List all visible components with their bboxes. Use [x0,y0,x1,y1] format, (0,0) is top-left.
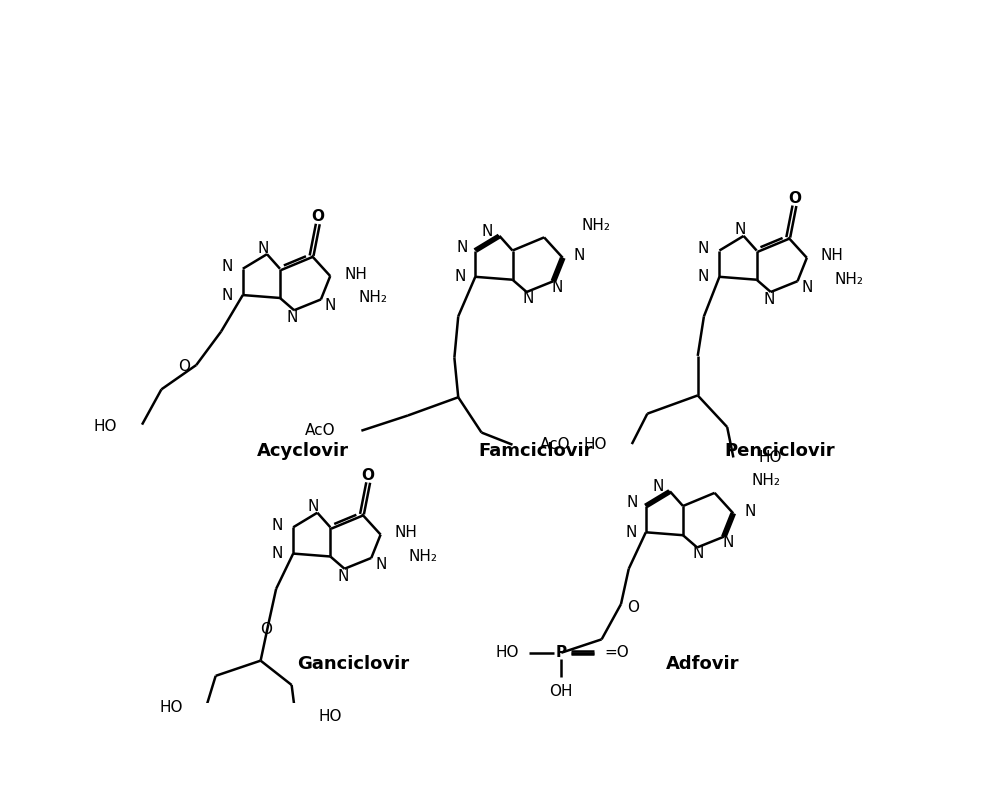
Text: N: N [272,546,283,561]
Text: N: N [698,241,709,256]
Text: Famciclovir: Famciclovir [479,442,593,460]
Text: N: N [221,259,233,274]
Text: N: N [693,546,704,561]
Text: N: N [698,269,709,284]
Text: N: N [722,536,733,551]
Text: O: O [260,622,272,637]
Text: OH: OH [550,684,573,699]
Text: N: N [257,241,269,256]
Text: NH₂: NH₂ [358,290,387,305]
Text: NH: NH [395,525,417,540]
Text: O: O [627,600,639,615]
Text: N: N [625,525,637,540]
Text: N: N [325,298,336,313]
Text: N: N [801,280,813,295]
Text: AcO: AcO [305,423,336,438]
Text: N: N [337,569,349,584]
Text: N: N [652,479,664,494]
Text: O: O [178,359,190,374]
Text: N: N [744,504,755,519]
Text: N: N [627,495,638,510]
Text: Ganciclovir: Ganciclovir [298,655,410,672]
Text: =O: =O [604,645,629,660]
Text: N: N [287,310,298,325]
Text: HO: HO [160,700,183,715]
Text: NH₂: NH₂ [835,272,864,287]
Text: N: N [734,222,745,237]
Text: N: N [308,499,319,514]
Text: O: O [311,209,324,224]
Text: N: N [375,556,387,571]
Text: N: N [574,249,585,264]
Text: HO: HO [319,709,342,724]
Text: HO: HO [495,645,519,660]
Text: NH: NH [344,267,367,282]
Text: NH₂: NH₂ [581,218,610,233]
Text: NH: NH [821,249,844,264]
Text: N: N [552,280,563,295]
Text: O: O [788,191,801,206]
Text: HO: HO [94,419,117,434]
Text: NH₂: NH₂ [752,473,781,488]
Text: P: P [556,645,567,660]
Text: O: O [362,468,375,483]
Text: N: N [455,269,466,284]
Text: HO: HO [758,450,782,465]
Text: NH₂: NH₂ [408,548,437,563]
Text: N: N [456,240,468,255]
Text: N: N [482,224,493,239]
Text: N: N [272,518,283,533]
Text: HO: HO [584,437,607,452]
Text: Acyclovir: Acyclovir [257,442,349,460]
Text: N: N [522,291,534,306]
Text: N: N [764,292,775,307]
Text: N: N [221,288,233,303]
Text: AcO: AcO [540,437,570,452]
Text: Adfovir: Adfovir [666,655,739,672]
Text: Penciclovir: Penciclovir [725,442,835,460]
